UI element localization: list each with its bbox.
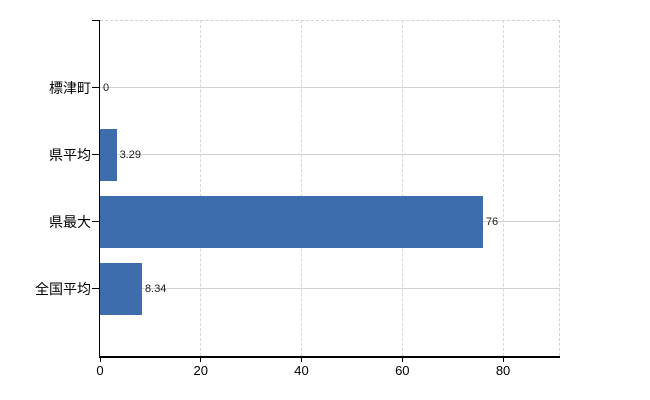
y-axis-top-tick <box>91 20 99 21</box>
bar-value-label: 8.34 <box>145 282 167 295</box>
x-axis-tick <box>301 357 303 362</box>
category-label: 標津町 <box>49 79 91 96</box>
x-axis-tick <box>200 357 202 362</box>
h-gridline <box>100 154 560 155</box>
x-tick-label: 40 <box>294 363 309 378</box>
x-tick-label: 80 <box>495 363 511 378</box>
category-label: 全国平均 <box>35 280 91 297</box>
x-axis-line <box>98 356 560 358</box>
v-gridline <box>502 20 504 356</box>
bar-value-label: 76 <box>485 215 499 228</box>
h-gridline <box>100 288 560 289</box>
plot-top-border <box>100 20 560 21</box>
y-axis-tick <box>91 221 99 222</box>
category-label: 県平均 <box>49 146 91 163</box>
bar-value-label: 0 <box>103 81 110 94</box>
bar <box>100 195 483 248</box>
v-gridline <box>200 20 202 356</box>
x-tick-label: 20 <box>193 363 208 378</box>
h-gridline <box>100 87 560 88</box>
x-axis-tick <box>99 357 101 362</box>
x-axis-tick <box>401 357 403 362</box>
x-axis-tick <box>502 357 504 362</box>
bar <box>100 128 117 181</box>
y-axis-line <box>98 20 100 358</box>
y-axis-tick <box>91 154 99 155</box>
v-gridline <box>401 20 403 356</box>
y-axis-tick <box>91 288 99 289</box>
y-axis-tick <box>91 87 99 88</box>
plot-right-border <box>559 20 560 356</box>
x-tick-label: 60 <box>395 363 410 378</box>
v-gridline <box>301 20 303 356</box>
category-label: 県最大 <box>49 213 91 230</box>
bar <box>100 262 143 315</box>
x-tick-label: 0 <box>96 363 104 378</box>
plot-area: 0 3.29 76 8.34 <box>91 20 560 362</box>
bar-value-label: 3.29 <box>119 148 141 161</box>
